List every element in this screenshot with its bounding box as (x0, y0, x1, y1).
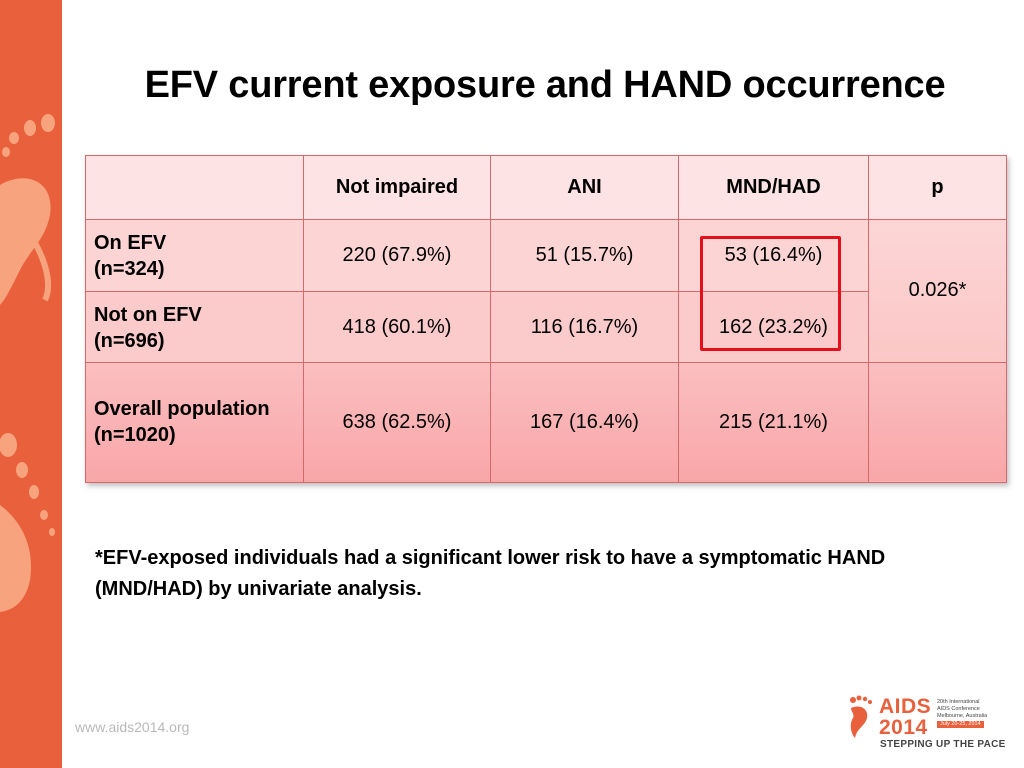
row-label-n: (n=1020) (94, 424, 176, 447)
aids-2014-logo: AIDS 2014 20th International AIDS Confer… (845, 694, 1005, 754)
footprint-logo-icon (850, 695, 872, 738)
table-row: Overall population (n=1020) 638 (62.5%) … (85, 361, 1007, 484)
table-row: Not on EFV (n=696) 418 (60.1%) 116 (16.7… (85, 291, 1007, 363)
header-not-impaired: Not impaired (303, 154, 491, 221)
row-label-n: (n=324) (94, 258, 165, 281)
header-mnd-had: MND/HAD (678, 154, 869, 221)
conference-line-2: AIDS Conference (937, 706, 980, 712)
slide-title: EFV current exposure and HAND occurrence (144, 64, 946, 106)
cell-not-impaired: 638 (62.5%) (303, 361, 491, 484)
footnote: *EFV-exposed individuals had a significa… (95, 543, 995, 605)
cell-mnd-had: 215 (21.1%) (678, 361, 869, 484)
cell-ani: 167 (16.4%) (490, 361, 679, 484)
table-row: On EFV (n=324) 220 (67.9%) 51 (15.7%) 53… (85, 219, 1007, 363)
logo-text: AIDS 2014 (879, 696, 931, 738)
row-label-overall: Overall population (n=1020) (85, 361, 304, 484)
table-header-row: Not impaired ANI MND/HAD p (85, 154, 1007, 221)
p-value-cell: 0.026* (868, 219, 1007, 363)
logo-tagline: STEPPING UP THE PACE (880, 739, 1006, 750)
cell-not-impaired: 220 (67.9%) (303, 219, 491, 293)
footnote-line-2: (MND/HAD) by univariate analysis. (95, 578, 422, 600)
results-table: Not impaired ANI MND/HAD p On EFV (n=324… (85, 154, 1007, 484)
footprint-pattern-icon (0, 114, 55, 612)
header-empty (85, 154, 304, 221)
cell-ani: 51 (15.7%) (490, 219, 679, 293)
cell-not-impaired: 418 (60.1%) (303, 291, 491, 363)
p-value-empty-cell (868, 361, 1007, 484)
cell-mnd-had: 53 (16.4%) (678, 219, 869, 293)
cell-mnd-had: 162 (23.2%) (678, 291, 869, 363)
header-p: p (868, 154, 1007, 221)
row-label-on-efv: On EFV (n=324) (85, 219, 304, 293)
conference-dates: July 20-25, 2014 (937, 721, 984, 728)
footnote-line-1: *EFV-exposed individuals had a significa… (95, 547, 886, 569)
row-label-n: (n=696) (94, 330, 165, 353)
website-url: www.aids2014.org (75, 719, 190, 735)
cell-ani: 116 (16.7%) (490, 291, 679, 363)
header-ani: ANI (490, 154, 679, 221)
row-label-not-on-efv: Not on EFV (n=696) (85, 291, 304, 363)
row-label-name: Overall population (94, 398, 270, 421)
row-label-name: Not on EFV (94, 304, 202, 327)
logo-conference-info: 20th International AIDS Conference Melbo… (937, 699, 995, 728)
logo-year: 2014 (879, 716, 928, 739)
conference-line-3: Melbourne, Australia (937, 713, 988, 719)
conference-line-1: 20th International (937, 699, 980, 705)
logo-word: AIDS (879, 695, 932, 718)
decorative-sidebar (0, 0, 62, 768)
row-label-name: On EFV (94, 232, 167, 255)
